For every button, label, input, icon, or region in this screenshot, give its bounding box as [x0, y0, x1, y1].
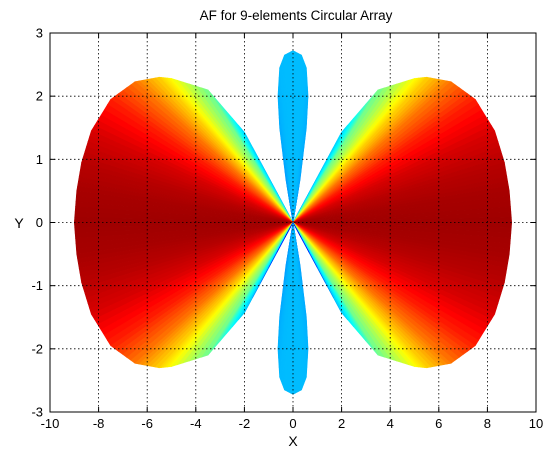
lobe-wedge: [291, 222, 294, 230]
lobe-wedge: [291, 215, 294, 223]
x-tick-label: -10: [41, 416, 60, 431]
x-tick-label: -4: [190, 416, 202, 431]
x-axis-label: X: [288, 433, 298, 449]
left-main-lobe: [73, 76, 294, 369]
x-tick-label: 4: [387, 416, 394, 431]
x-tick-label: 8: [484, 416, 491, 431]
x-tick-label: 6: [435, 416, 442, 431]
x-tick-label: -6: [141, 416, 153, 431]
y-tick-label: 2: [36, 89, 43, 104]
vertical-lobe: [277, 50, 309, 395]
x-tick-label: -8: [93, 416, 105, 431]
x-tick-label: -2: [239, 416, 251, 431]
y-tick-label: 0: [36, 215, 43, 230]
y-tick-label: -2: [31, 341, 43, 356]
x-tick-label: 2: [338, 416, 345, 431]
chart-title: AF for 9-elements Circular Array: [200, 8, 393, 23]
x-tick-label: 0: [289, 416, 296, 431]
grid-lines: [50, 33, 536, 412]
y-tick-label: -3: [31, 405, 43, 420]
pattern-lobes: [73, 50, 513, 395]
y-tick-label: -1: [31, 278, 43, 293]
lobe-wedge: [284, 222, 294, 238]
y-axis-label: Y: [14, 215, 24, 231]
lobe-wedge: [292, 222, 302, 238]
right-main-lobe: [292, 76, 513, 369]
y-tick-label: 3: [36, 26, 43, 41]
y-tick-label: 1: [36, 152, 43, 167]
x-tick-label: 10: [529, 416, 543, 431]
